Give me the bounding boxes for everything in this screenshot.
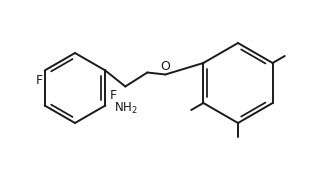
- Text: NH$_2$: NH$_2$: [115, 101, 138, 116]
- Text: O: O: [160, 61, 170, 73]
- Text: F: F: [35, 74, 43, 87]
- Text: F: F: [109, 89, 116, 102]
